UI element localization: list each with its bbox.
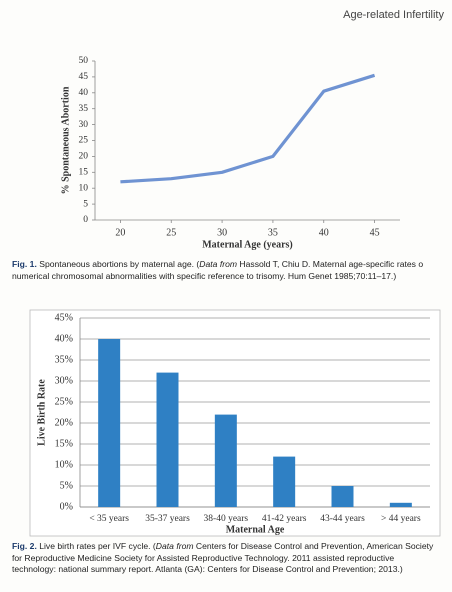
caption-source: Hassold T, Chiu D. Maternal age-specific… [12, 259, 424, 281]
x-tick-label: 25 [166, 227, 176, 238]
y-tick-label: 0 [83, 215, 88, 225]
y-tick-label: 45 [79, 72, 89, 82]
x-tick-label: 43-44 years [320, 514, 365, 524]
x-axis-label: Maternal Age (years) [202, 239, 293, 250]
y-tick-label: 50 [79, 56, 89, 66]
caption-label: Fig. 1. [12, 259, 37, 269]
y-tick-label: 35% [55, 354, 73, 365]
bar [273, 456, 296, 507]
x-tick-label: 40 [319, 227, 329, 238]
x-tick-label: < 35 years [89, 514, 129, 524]
y-tick-label: 25% [55, 396, 73, 407]
x-tick-label: 20 [115, 227, 125, 238]
bar [331, 486, 354, 507]
x-tick-label: 45 [370, 227, 380, 238]
y-tick-label: 45% [55, 312, 73, 323]
y-tick-label: 10% [55, 459, 73, 470]
data-line [120, 73, 376, 184]
x-axis-label: Maternal Age [226, 524, 285, 535]
y-tick-label: 20 [79, 152, 89, 162]
caption: Fig. 1. Spontaneous abortions by materna… [12, 259, 437, 282]
y-tick-label: 5% [60, 480, 73, 491]
y-tick-label: 30 [79, 120, 89, 130]
caption-source-prefix: Data from [155, 541, 194, 551]
y-tick-label: 35 [79, 104, 89, 114]
bar [156, 372, 179, 507]
y-tick-label: 10 [79, 183, 89, 193]
y-tick-label: 20% [55, 417, 73, 428]
y-tick-label: 0% [60, 501, 73, 512]
caption-source: Centers for Disease Control and Preventi… [12, 541, 434, 574]
bar [98, 339, 121, 507]
x-tick-label: 35-37 years [145, 514, 190, 524]
caption-text: Live birth rates per IVF cycle. ( [39, 541, 156, 551]
y-tick-label: 25 [79, 136, 89, 146]
y-axis-label: % Spontaneous Abortion [60, 86, 71, 194]
y-axis-label: Live Birth Rate [36, 379, 47, 446]
y-tick-label: 40 [79, 88, 89, 98]
x-tick-label: > 44 years [381, 514, 421, 524]
running-header: Age-related Infertility [343, 9, 444, 21]
y-tick-label: 15 [79, 167, 89, 177]
caption-source-prefix: Data from [199, 259, 238, 269]
x-tick-label: 35 [268, 227, 278, 238]
bar [214, 414, 237, 507]
caption-text: Spontaneous abortions by maternal age. ( [39, 259, 200, 269]
y-tick-label: 5 [83, 199, 88, 209]
caption: Fig. 2. Live birth rates per IVF cycle. … [12, 541, 437, 576]
bar [389, 502, 412, 507]
caption-label: Fig. 2. [12, 541, 37, 551]
x-tick-label: 30 [217, 227, 227, 238]
y-tick-label: 40% [55, 333, 73, 344]
x-tick-label: 41-42 years [262, 514, 307, 524]
x-tick-label: 38-40 years [204, 514, 249, 524]
y-tick-label: 30% [55, 375, 73, 386]
y-tick-label: 15% [55, 438, 73, 449]
